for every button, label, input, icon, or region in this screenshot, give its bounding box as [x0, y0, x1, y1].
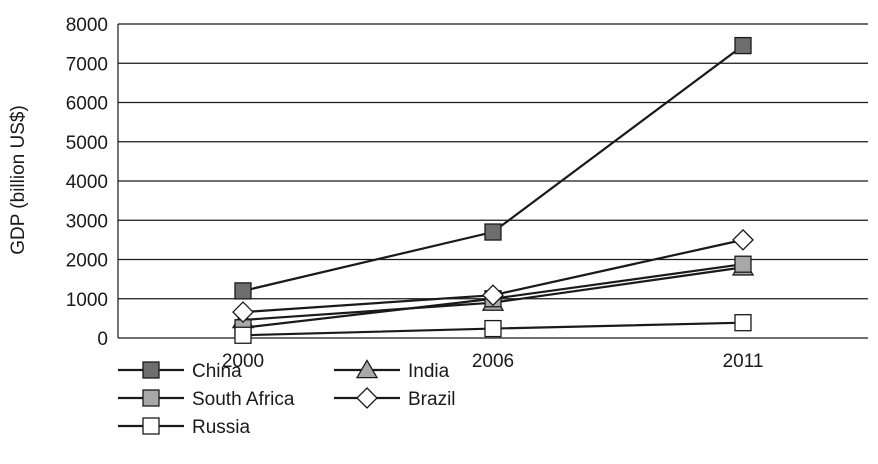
- point-russia-2006: [484, 319, 502, 338]
- legend-marker-russia: [142, 417, 160, 435]
- point-russia-2000: [234, 326, 252, 344]
- series-line-china: [242, 44, 744, 292]
- x-axis-ticks: 2000 2006 2011: [222, 351, 764, 372]
- legend-label: South Africa: [192, 389, 295, 410]
- point-brazil-2000: [232, 301, 254, 324]
- y-tick-label: 7000: [66, 54, 108, 75]
- y-tick-label: 0: [97, 329, 108, 350]
- x-tick-label: 2000: [222, 351, 264, 372]
- point-china-2006: [484, 223, 502, 241]
- legend-label: Brazil: [408, 389, 456, 410]
- point-russia-2011: [734, 314, 752, 332]
- point-china-2011: [734, 36, 752, 55]
- point-brazil-2006: [482, 284, 504, 307]
- legend-label: Russia: [192, 417, 251, 438]
- legend-marker-south-africa: [142, 389, 160, 407]
- legend-item-brazil: Brazil: [334, 387, 456, 410]
- y-axis-ticks: 0 1000 2000 3000 4000 5000 6000 7000 8000: [66, 15, 108, 350]
- x-tick-label: 2011: [723, 351, 764, 372]
- y-tick-label: 2000: [66, 251, 108, 272]
- y-tick-label: 5000: [66, 133, 108, 154]
- legend-item-south-africa: South Africa: [118, 389, 295, 410]
- legend-label: China: [192, 361, 242, 382]
- y-tick-label: 3000: [66, 211, 108, 232]
- point-south-africa-2011: [734, 255, 752, 273]
- x-tick-label: 2006: [472, 351, 514, 372]
- y-tick-label: 4000: [66, 172, 108, 193]
- legend: China South Africa Russia India Brazil: [118, 359, 456, 438]
- series-markers: [231, 36, 755, 344]
- y-axis-label: GDP (billion US$): [8, 105, 29, 255]
- point-brazil-2011: [732, 228, 754, 251]
- y-tick-label: 1000: [66, 290, 108, 311]
- y-tick-label: 6000: [66, 94, 108, 115]
- legend-marker-china: [142, 361, 160, 379]
- legend-label: India: [408, 361, 450, 382]
- point-china-2000: [234, 282, 252, 300]
- legend-item-india: India: [334, 359, 450, 382]
- legend-marker-brazil: [356, 387, 378, 409]
- legend-item-china: China: [118, 361, 242, 382]
- legend-marker-india: [355, 359, 379, 379]
- legend-item-russia: Russia: [118, 417, 251, 438]
- y-tick-label: 8000: [66, 15, 108, 36]
